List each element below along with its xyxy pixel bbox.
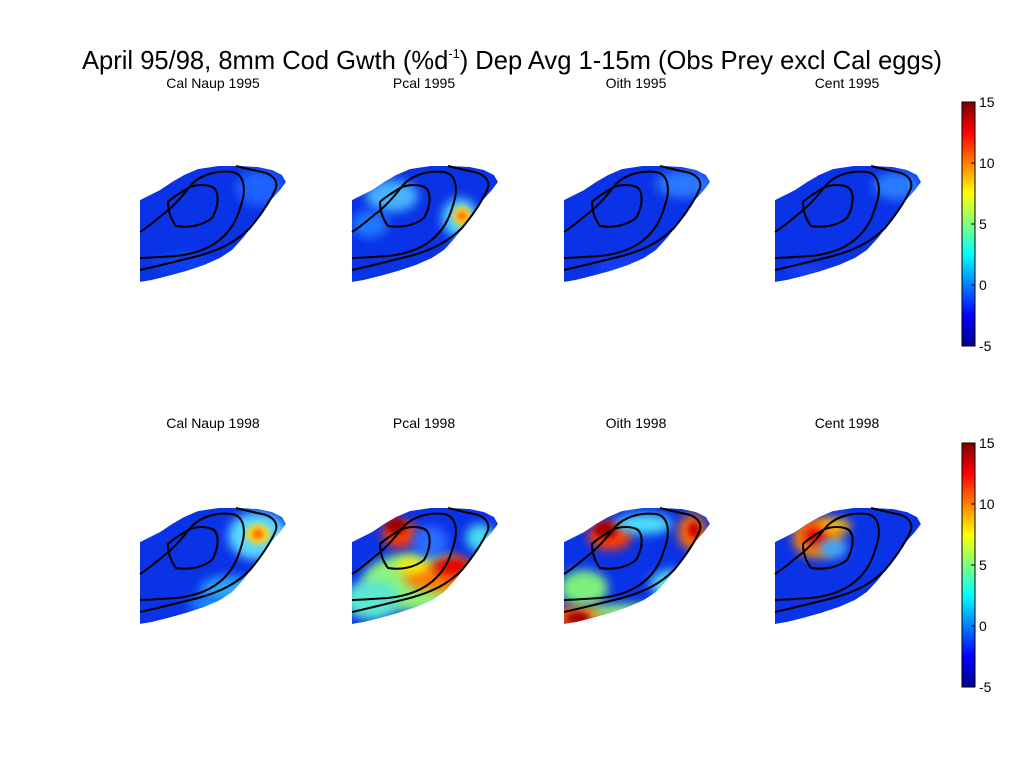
map-panel: Cent 1998 <box>774 415 921 624</box>
panel-title: Pcal 1995 <box>393 75 455 91</box>
map-panel: Pcal 1995 <box>351 75 498 282</box>
colorbar: 15 10 5 0 -5 <box>961 435 995 695</box>
growth-hotspot <box>616 514 672 534</box>
map-panel: Cal Naup 1998 <box>139 415 286 624</box>
panel-grid: Cal Naup 1995 Pcal 1995 Oith 1995 Cent 1995… <box>139 75 921 624</box>
colorbars: 15 10 5 0 -5 15 10 5 0 -5 <box>961 94 995 695</box>
growth-field <box>564 508 710 624</box>
colorbar-tick-label: -5 <box>979 679 992 695</box>
panel-title: Cal Naup 1995 <box>166 75 260 91</box>
depth-contour <box>139 507 278 613</box>
growth-hotspot <box>688 522 700 538</box>
depth-contour <box>563 165 702 271</box>
colorbar-tick-label: 15 <box>979 94 995 110</box>
growth-hotspot <box>458 212 466 220</box>
colorbar: 15 10 5 0 -5 <box>961 94 995 354</box>
depth-contour <box>378 184 431 228</box>
depth-contour <box>774 507 913 613</box>
growth-hotspot <box>873 172 921 200</box>
depth-contour <box>801 184 854 228</box>
depth-contour <box>774 165 913 271</box>
depth-contour <box>166 526 219 570</box>
growth-hotspot <box>366 180 418 212</box>
panel-title: Pcal 1998 <box>393 415 455 431</box>
depth-contour <box>590 526 643 570</box>
panel-title: Oith 1998 <box>606 415 667 431</box>
depth-contour <box>139 165 278 271</box>
panel-title: Cal Naup 1998 <box>166 415 260 431</box>
growth-hotspot <box>819 518 851 534</box>
colorbar-tick-label: 0 <box>979 618 987 634</box>
map-panel: Cent 1995 <box>774 75 921 282</box>
colorbar-tick-label: 10 <box>979 496 995 512</box>
panel-title: Cent 1998 <box>815 415 880 431</box>
growth-hotspot <box>590 604 658 620</box>
growth-hotspot <box>594 522 618 538</box>
colorbar-tick-label: 0 <box>979 277 987 293</box>
growth-hotspot <box>564 570 608 606</box>
figure-title: April 95/98, 8mm Cod Gwth (%d-1) Dep Avg… <box>82 45 942 75</box>
depth-contour <box>801 526 854 570</box>
map-panel: Oith 1998 <box>563 415 710 624</box>
depth-contour <box>378 526 431 570</box>
colorbar-tick-label: 10 <box>979 155 995 171</box>
growth-hotspot <box>150 250 210 274</box>
growth-hotspot <box>566 612 590 624</box>
panel-title: Cent 1995 <box>815 75 880 91</box>
growth-hotspot <box>352 210 388 238</box>
colorbar-tick-label: 5 <box>979 557 987 573</box>
depth-contour <box>563 507 702 613</box>
map-panel: Pcal 1998 <box>351 415 498 624</box>
colorbar-tick-label: 5 <box>979 216 987 232</box>
depth-contour <box>351 507 490 613</box>
colorbar-tick-label: -5 <box>979 338 992 354</box>
growth-hotspot <box>819 538 847 558</box>
depth-contour <box>590 184 643 228</box>
depth-contour <box>351 165 490 271</box>
growth-hotspot <box>656 170 710 198</box>
colorbar-tick-label: 15 <box>979 435 995 451</box>
growth-hotspot <box>466 524 494 552</box>
map-panel: Oith 1995 <box>563 75 710 282</box>
growth-field <box>352 508 498 624</box>
depth-contour <box>166 184 219 228</box>
growth-hotspot <box>785 262 825 278</box>
growth-hotspot <box>594 256 654 276</box>
growth-hotspot <box>253 529 263 539</box>
map-panel: Cal Naup 1995 <box>139 75 286 282</box>
panel-title: Oith 1995 <box>606 75 667 91</box>
